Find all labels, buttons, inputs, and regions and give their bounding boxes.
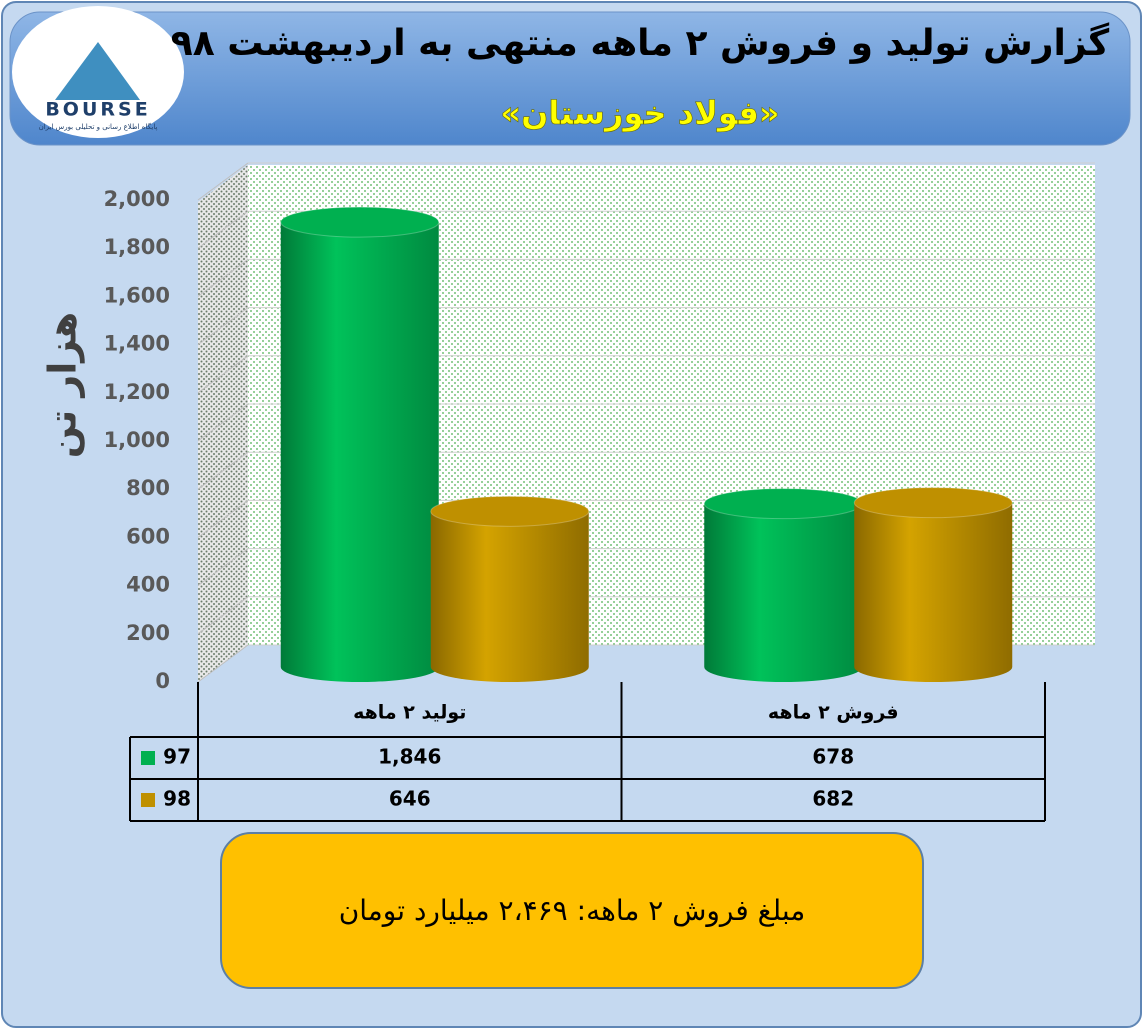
y-tick-label: 800 [126,476,170,500]
cylinder [430,511,589,682]
y-tick-label: 0 [155,669,170,693]
y-tick-label: 1,200 [104,380,170,404]
y-tick-label: 1,400 [104,332,170,356]
note-box [220,832,924,989]
grid-line-side [197,162,249,201]
x-tick-label: تولید ۲ ماهه [353,702,466,724]
grid-line-side [197,451,249,490]
table-value: 1,846 [378,745,441,769]
side-wall [198,165,248,682]
legend-label: 98 [163,787,191,811]
grid-line-side [197,548,249,587]
y-tick-label: 1,000 [104,428,170,452]
legend-swatch [141,793,155,807]
cylinder-top [853,487,1013,519]
y-tick-label: 200 [126,621,170,645]
y-axis-label: هزار تن [41,312,85,459]
grid-line-side [197,403,249,442]
grid-line-side [197,258,249,297]
grid-line-side [197,355,249,394]
table-value: 678 [812,745,854,769]
note: مبلغ فروش ۲ ماهه: ۲،۴۶۹ میلیارد تومان [339,894,806,927]
logo-mark [55,42,140,100]
chart-subtitle: «فولاد خوزستان» [500,94,779,132]
cylinder [280,222,439,682]
table-value: 682 [812,787,854,811]
header-banner [9,11,1131,146]
grid-line-side [197,307,249,346]
chart-title: گزارش تولید و فروش ۲ ماهه منتهی به اردیب… [171,22,1109,64]
cylinder-top [280,206,440,238]
cylinder [854,502,1013,682]
y-tick-label: 1,800 [104,235,170,259]
x-tick-label: فروش ۲ ماهه [768,702,899,724]
legend-swatch [141,751,155,765]
y-tick-label: 2,000 [104,187,170,211]
grid-line-side [197,644,249,683]
y-tick-label: 1,600 [104,283,170,307]
legend-label: 97 [163,745,191,769]
grid-line-side [197,210,249,249]
y-tick-label: 400 [126,573,170,597]
cylinder [704,503,863,682]
table-value: 646 [389,787,431,811]
logo-tagline: پایگاه اطلاع رسانی و تحلیلی بورس ایران [39,122,158,131]
grid-line-side [197,499,249,538]
cylinder-top [703,488,863,520]
logo-text: BOURSE [45,99,150,121]
y-tick-label: 600 [126,524,170,548]
grid-line-side [197,596,249,635]
cylinder-top [430,495,590,527]
